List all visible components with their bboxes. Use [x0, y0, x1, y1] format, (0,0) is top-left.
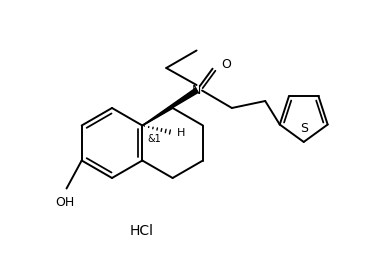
Text: HCl: HCl — [129, 223, 153, 238]
Text: S: S — [300, 122, 308, 135]
Text: N: N — [192, 84, 201, 97]
Polygon shape — [142, 88, 198, 125]
Text: &1: &1 — [147, 134, 161, 144]
Text: OH: OH — [55, 195, 74, 209]
Text: O: O — [221, 58, 231, 71]
Text: H: H — [177, 128, 185, 138]
